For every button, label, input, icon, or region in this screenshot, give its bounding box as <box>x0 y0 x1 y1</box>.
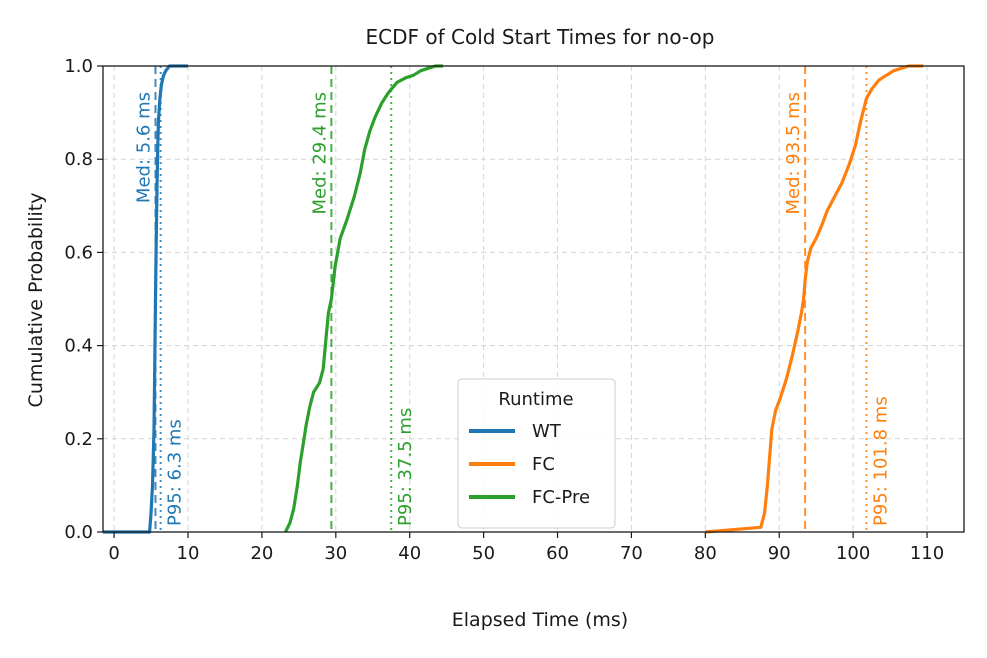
x-tick-label: 10 <box>177 543 200 564</box>
series-line-fc <box>705 64 924 534</box>
y-tick-label: 0.2 <box>64 429 93 450</box>
series-line-fc-pre <box>284 64 443 533</box>
x-axis-ticks: 0 10 20 30 40 50 60 70 80 90 100 110 <box>108 532 944 564</box>
x-tick-label: 20 <box>250 543 273 564</box>
x-tick-label: 90 <box>768 543 791 564</box>
median-label-fc-pre: Med: 29.4 ms <box>309 92 330 215</box>
x-tick-label: 0 <box>108 543 119 564</box>
x-tick-label: 80 <box>694 543 717 564</box>
legend: Runtime WT FC FC-Pre <box>457 378 616 529</box>
median-label-wt: Med: 5.6 ms <box>133 92 154 203</box>
series-layer: Med: 5.6 ms P95: 6.3 ms Med: 93.5 ms P95: 1… <box>103 64 924 534</box>
p95-label-fc: P95: 101.8 ms <box>870 396 891 526</box>
x-tick-label: 30 <box>324 543 347 564</box>
y-tick-label: 1.0 <box>64 56 93 77</box>
x-tick-label: 60 <box>546 543 569 564</box>
y-axis-label: Cumulative Probability <box>25 193 47 408</box>
legend-entries: WT FC FC-Pre <box>469 421 590 508</box>
plot-frame <box>102 65 965 533</box>
x-tick-label: 70 <box>620 543 643 564</box>
legend-box <box>457 378 616 529</box>
legend-label-wt: WT <box>532 421 562 442</box>
legend-label-fc-pre: FC-Pre <box>532 487 590 508</box>
y-axis-ticks: 0.0 0.2 0.4 0.6 0.8 1.0 <box>64 56 103 543</box>
y-tick-label: 0.6 <box>64 242 93 263</box>
series-line-wt <box>103 64 188 534</box>
y-tick-label: 0.0 <box>64 522 93 543</box>
x-tick-label: 50 <box>472 543 495 564</box>
y-tick-label: 0.4 <box>64 336 93 357</box>
legend-label-fc: FC <box>532 454 555 475</box>
y-tick-label: 0.8 <box>64 149 93 170</box>
x-axis-label: Elapsed Time (ms) <box>452 609 628 631</box>
x-tick-label: 100 <box>836 543 870 564</box>
p95-label-wt: P95: 6.3 ms <box>165 419 186 526</box>
x-tick-label: 40 <box>398 543 421 564</box>
chart-title: ECDF of Cold Start Times for no-op <box>366 25 715 49</box>
median-label-fc: Med: 93.5 ms <box>783 92 804 215</box>
p95-label-fc-pre: P95: 37.5 ms <box>395 408 416 526</box>
x-tick-label: 110 <box>910 543 944 564</box>
legend-title: Runtime <box>498 389 573 410</box>
